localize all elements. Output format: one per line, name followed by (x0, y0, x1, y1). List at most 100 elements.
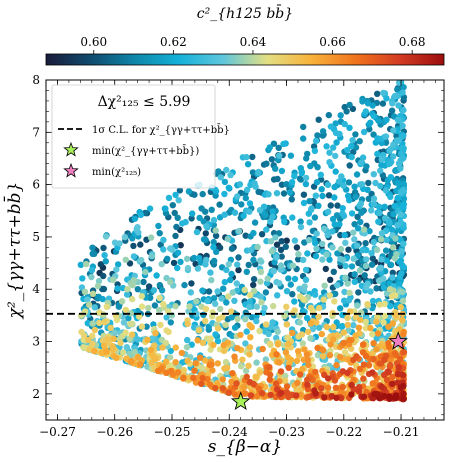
scatter-point (302, 180, 310, 188)
scatter-point (400, 390, 407, 397)
scatter-point (346, 336, 353, 344)
scatter-point (219, 376, 226, 383)
scatter-point (204, 297, 211, 305)
scatter-point (271, 258, 278, 266)
scatter-point (174, 249, 182, 256)
scatter-point (234, 261, 241, 268)
scatter-point (309, 325, 317, 333)
scatter-point (348, 210, 356, 217)
colorbar-label: c²_{h125 bb̄} (197, 4, 293, 22)
scatter-point (228, 270, 235, 278)
scatter-point (377, 182, 384, 190)
scatter-point (283, 383, 291, 390)
scatter-point (340, 329, 347, 336)
scatter-point (89, 332, 96, 340)
scatter-point (245, 362, 252, 369)
scatter-point (249, 153, 256, 161)
scatter-point (229, 370, 236, 377)
scatter-point (115, 303, 123, 310)
scatter-point (214, 337, 222, 345)
scatter-point (274, 175, 281, 183)
scatter-point (373, 346, 380, 353)
scatter-point (394, 221, 401, 229)
legend-entry-min-chi2-total: min(χ²_{γγ+ττ+bb̄}) (92, 145, 199, 157)
scatter-point (387, 193, 394, 200)
scatter-point (270, 267, 278, 275)
scatter-point (332, 168, 339, 175)
scatter-point (283, 389, 290, 396)
scatter-point (289, 329, 296, 337)
scatter-point (165, 328, 172, 336)
scatter-point (289, 262, 297, 269)
y-axis-label: χ²_{γγ+ττ+bb̄} (2, 182, 25, 320)
scatter-point (363, 163, 370, 170)
scatter-point (102, 233, 110, 240)
scatter-point (101, 319, 108, 326)
scatter-point (300, 296, 307, 303)
scatter-point (276, 359, 283, 366)
scatter-point (241, 383, 248, 391)
scatter-point (169, 202, 176, 209)
scatter-point (302, 174, 310, 182)
scatter-point (394, 370, 402, 378)
scatter-point (89, 290, 97, 297)
scatter-point (326, 352, 334, 359)
scatter-point (360, 226, 368, 233)
scatter-point (234, 344, 241, 352)
scatter-point (164, 363, 172, 370)
scatter-point (385, 323, 392, 330)
scatter-point (342, 239, 349, 246)
scatter-point (362, 318, 369, 326)
scatter-point (175, 363, 183, 370)
scatter-point (153, 272, 160, 279)
scatter-point (209, 309, 216, 316)
scatter-point (171, 209, 178, 217)
scatter-point (183, 344, 191, 351)
scatter-point (319, 256, 326, 263)
scatter-point (393, 137, 401, 144)
scatter-point (246, 303, 253, 311)
scatter-point (120, 349, 127, 356)
scatter-point (207, 346, 214, 353)
scatter-point (242, 194, 249, 202)
scatter-point (172, 359, 179, 366)
scatter-point (351, 236, 358, 243)
scatter-point (85, 336, 92, 343)
scatter-point (246, 200, 254, 207)
scatter-point (356, 365, 364, 373)
scatter-point (367, 324, 374, 332)
scatter-point (235, 254, 242, 261)
scatter-point (282, 349, 290, 356)
scatter-point (373, 285, 380, 292)
scatter-point (293, 244, 301, 251)
scatter-point (304, 356, 312, 364)
scatter-point (142, 268, 149, 276)
scatter-point (397, 211, 404, 218)
scatter-point (131, 349, 138, 356)
scatter-point (318, 330, 325, 338)
scatter-point (291, 298, 298, 305)
scatter-point (151, 302, 159, 309)
scatter-point (323, 143, 330, 150)
scatter-point (199, 374, 206, 382)
scatter-point (351, 189, 359, 196)
scatter-point (312, 390, 319, 397)
scatter-point (341, 297, 348, 304)
scatter-point (202, 317, 209, 325)
scatter-point (314, 164, 321, 171)
scatter-point (247, 334, 254, 341)
scatter-point (217, 305, 224, 313)
scatter-point (400, 240, 407, 248)
scatter-point (349, 137, 356, 144)
legend-green-star-icon (63, 141, 79, 157)
scatter-point (130, 242, 137, 250)
scatter-point (276, 152, 283, 159)
scatter-point (383, 95, 390, 102)
scatter-point (322, 265, 329, 273)
scatter-point (156, 306, 163, 314)
scatter-point (127, 310, 134, 317)
scatter-point (388, 226, 396, 233)
scatter-point (346, 162, 353, 169)
scatter-point (117, 339, 124, 347)
scatter-point (164, 255, 171, 262)
